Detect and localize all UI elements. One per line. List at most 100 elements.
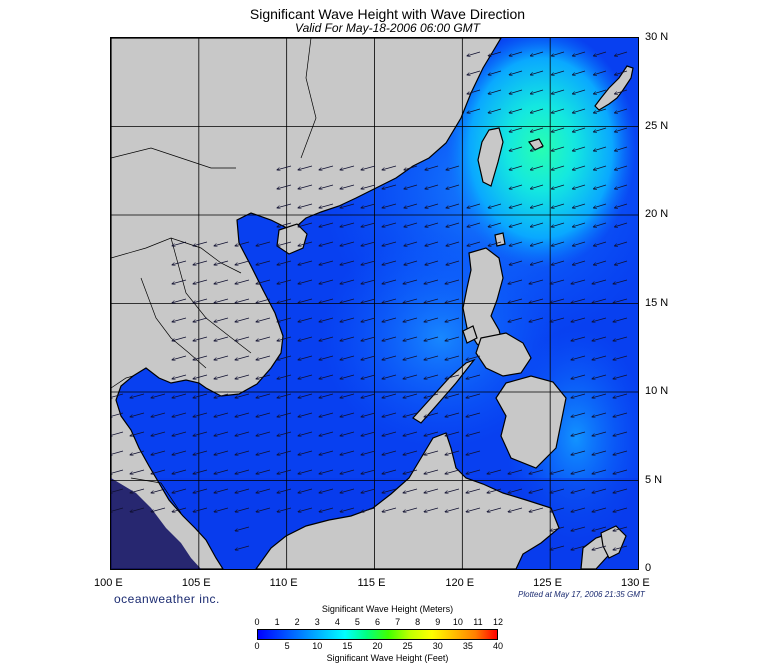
feet-tick: 40 — [492, 641, 504, 651]
wave-direction-arrow — [277, 431, 292, 436]
wave-direction-arrow — [382, 260, 397, 265]
wave-direction-arrow — [319, 336, 334, 341]
wave-direction-arrow — [256, 241, 271, 246]
wave-direction-arrow — [425, 241, 439, 246]
wave-direction-arrow — [214, 317, 229, 322]
wave-direction-arrow — [172, 355, 187, 360]
wave-direction-arrow — [445, 450, 460, 455]
wave-direction-arrow — [403, 431, 418, 436]
wave-direction-arrow — [340, 336, 355, 341]
wave-direction-arrow — [614, 127, 628, 132]
wave-direction-arrow — [235, 279, 250, 284]
wave-direction-arrow — [466, 374, 481, 379]
palawan-island — [412, 358, 476, 424]
wave-direction-arrow — [488, 241, 502, 246]
wave-direction-arrow — [403, 450, 418, 455]
wave-direction-arrow — [235, 545, 250, 550]
wave-direction-arrow — [361, 488, 376, 493]
wave-direction-arrow — [256, 469, 271, 474]
wave-direction-arrow — [613, 545, 628, 550]
wave-direction-arrow — [382, 450, 397, 455]
wave-direction-arrow — [613, 488, 628, 493]
wave-direction-arrow — [593, 70, 607, 75]
wave-direction-arrow — [172, 469, 187, 474]
wave-direction-arrow — [111, 412, 124, 417]
wave-direction-arrow — [467, 89, 481, 94]
wave-direction-arrow — [214, 355, 229, 360]
wave-direction-arrow — [551, 127, 565, 132]
wave-direction-arrow — [277, 355, 292, 360]
wave-direction-arrow — [193, 241, 208, 246]
wave-direction-arrow — [424, 469, 439, 474]
wave-direction-arrow — [193, 336, 208, 341]
wave-direction-arrow — [340, 431, 355, 436]
wave-direction-arrow — [193, 507, 208, 512]
wave-direction-arrow — [403, 374, 418, 379]
wave-direction-arrow — [361, 393, 376, 398]
wave-direction-arrow — [277, 450, 292, 455]
wave-direction-arrow — [593, 127, 607, 132]
wave-direction-arrow — [530, 108, 544, 113]
wave-direction-arrow — [277, 279, 292, 284]
wave-direction-arrow — [172, 241, 187, 246]
wave-direction-arrow — [593, 89, 607, 94]
wave-direction-arrow — [530, 89, 544, 94]
wave-direction-arrow — [551, 165, 565, 170]
wave-direction-arrow — [614, 146, 628, 151]
wave-direction-arrow — [467, 51, 481, 56]
wave-direction-arrow — [319, 298, 334, 303]
wave-direction-arrow — [151, 393, 166, 398]
meters-tick: 4 — [334, 617, 340, 627]
longitude-label: 125 E — [533, 577, 562, 589]
longitude-label: 120 E — [445, 577, 475, 589]
wave-direction-arrow — [572, 222, 586, 227]
wave-direction-arrow — [235, 260, 250, 265]
wave-direction-arrow — [172, 488, 187, 493]
latitude-label: 15 N — [645, 296, 669, 309]
wave-direction-arrow — [572, 165, 586, 170]
wave-direction-arrow — [256, 507, 271, 512]
wave-direction-arrow — [529, 279, 544, 284]
wave-direction-arrow — [172, 260, 187, 265]
wave-direction-arrow — [361, 165, 376, 170]
wave-direction-arrow — [571, 507, 586, 512]
wave-direction-arrow — [256, 431, 271, 436]
wave-direction-arrow — [130, 393, 145, 398]
wave-direction-arrow — [214, 507, 229, 512]
wave-direction-arrow — [235, 450, 250, 455]
wave-direction-arrow — [256, 336, 271, 341]
colorbar-feet-title: Significant Wave Height (Feet) — [326, 653, 449, 663]
wave-direction-arrow — [571, 317, 586, 322]
wave-direction-arrow — [425, 260, 439, 265]
wave-direction-arrow — [340, 317, 355, 322]
wave-direction-arrow — [530, 241, 544, 246]
wave-direction-arrow — [613, 336, 628, 341]
wave-direction-arrow — [445, 279, 460, 284]
wave-direction-arrow — [592, 526, 607, 531]
wave-direction-arrow — [614, 260, 628, 265]
wave-direction-arrow — [571, 336, 586, 341]
wave-direction-arrow — [592, 488, 607, 493]
wave-direction-arrow — [319, 412, 334, 417]
wave-direction-arrow — [235, 298, 250, 303]
wave-direction-arrow — [592, 545, 607, 550]
wave-direction-arrow — [256, 317, 271, 322]
wave-direction-arrow — [193, 317, 208, 322]
wave-direction-arrow — [530, 203, 544, 208]
wave-direction-arrow — [319, 317, 334, 322]
latitude-label: 20 N — [645, 208, 669, 220]
wave-direction-arrow — [572, 146, 586, 151]
wave-direction-arrow — [340, 165, 355, 170]
colorbar — [257, 629, 498, 640]
wave-direction-arrow — [509, 222, 523, 227]
wave-direction-arrow — [382, 241, 397, 246]
wave-direction-arrow — [172, 374, 187, 379]
wave-direction-arrow — [593, 260, 607, 265]
wave-direction-arrow — [235, 336, 250, 341]
longitude-label: 105 E — [181, 577, 211, 589]
wave-direction-arrow — [235, 507, 250, 512]
wave-direction-arrow — [340, 412, 355, 417]
wave-direction-arrow — [550, 279, 565, 284]
wave-direction-arrow — [572, 203, 586, 208]
wave-direction-arrow — [529, 317, 544, 322]
